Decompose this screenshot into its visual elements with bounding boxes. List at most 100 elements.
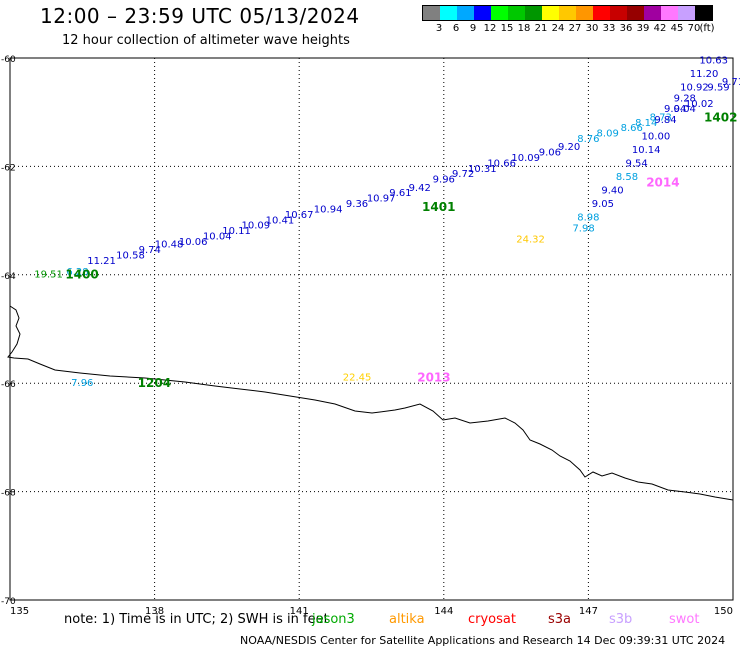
longitude-label: 150 xyxy=(714,606,733,617)
longitude-label: 135 xyxy=(10,606,29,617)
color-scale-swatch xyxy=(423,6,440,20)
satellite-legend-s3a: s3a xyxy=(548,612,572,627)
longitude-label: 147 xyxy=(579,606,598,617)
color-scale-label: 36 xyxy=(619,23,633,34)
wave-height-value: 10.04 xyxy=(203,232,232,243)
wave-height-value: 9.61 xyxy=(389,188,411,199)
wave-height-value: 9.05 xyxy=(592,199,614,210)
satellite-legend-swot: swot xyxy=(669,612,700,627)
wave-height-value: 10.94 xyxy=(314,204,343,215)
wave-height-value: 8.58 xyxy=(616,172,638,183)
pass-label: 1204 xyxy=(138,376,171,390)
color-scale-label: 33 xyxy=(602,23,616,34)
wave-height-value: 10.06 xyxy=(179,237,208,248)
wave-height-value: 10.48 xyxy=(155,240,184,251)
wave-height-value: 8.09 xyxy=(597,129,619,140)
wave-height-value: 10.09 xyxy=(511,153,540,164)
wave-height-value: 8.66 xyxy=(621,123,643,134)
color-scale-swatch xyxy=(474,6,491,20)
color-scale-label: 27 xyxy=(568,23,582,34)
wave-height-value: 8.14 xyxy=(635,118,657,129)
color-scale-label: 6 xyxy=(452,23,460,34)
wave-height-value: 9.96 xyxy=(433,175,455,186)
color-scale-label: 15 xyxy=(500,23,514,34)
wave-height-value: 10.31 xyxy=(468,164,497,175)
wave-height-value: 9.28 xyxy=(674,93,696,104)
satellite-legend-altika: altika xyxy=(389,612,425,627)
wave-height-value: 10.11 xyxy=(222,226,251,237)
satellite-legend-jason3: jason3 xyxy=(312,612,355,627)
wave-height-value: 8.73 xyxy=(650,112,672,123)
color-scale-label: 18 xyxy=(517,23,531,34)
latitude-label: -60 xyxy=(1,55,16,65)
latitude-label: -62 xyxy=(1,163,16,173)
wave-height-value: 24.32 xyxy=(516,234,545,245)
latitude-label: -70 xyxy=(1,597,16,607)
color-scale-label: 21 xyxy=(534,23,548,34)
color-scale-label: 45 xyxy=(670,23,684,34)
color-scale-swatch xyxy=(457,6,474,20)
coastline xyxy=(7,305,734,501)
color-scale-swatch xyxy=(491,6,508,20)
wave-height-value: 10.63 xyxy=(699,55,728,66)
wave-height-value: 9.20 xyxy=(558,142,580,153)
wave-height-value: 10.41 xyxy=(266,215,295,226)
longitude-label: 141 xyxy=(290,606,309,617)
wave-height-color-scale: 3 6 9 12 15 18 21 24 27 30 33 36 39 42 45 70 (ft) xyxy=(422,5,715,35)
wave-height-value: 6.28 xyxy=(66,267,88,278)
color-scale-label: 9 xyxy=(469,23,477,34)
color-scale-label: 42 xyxy=(653,23,667,34)
color-scale-swatch xyxy=(661,6,678,20)
wave-height-value: 8.98 xyxy=(577,213,599,224)
color-scale-label: 39 xyxy=(636,23,650,34)
color-scale-label: 3 xyxy=(435,23,443,34)
wave-height-value: 9.42 xyxy=(409,183,431,194)
wave-height-value: 10.02 xyxy=(685,99,714,110)
color-scale-swatch xyxy=(508,6,525,20)
latitude-label: -68 xyxy=(1,489,16,499)
color-scale-swatch xyxy=(542,6,559,20)
wave-height-value: 22.45 xyxy=(343,372,372,383)
wave-height-value: 10.14 xyxy=(632,145,661,156)
wave-height-value: 9.84 xyxy=(654,115,676,126)
pass-label: 2013 xyxy=(417,370,450,384)
wave-height-value: 10.66 xyxy=(487,158,516,169)
color-scale-swatch xyxy=(593,6,610,20)
footer-credit: NOAA/NESDIS Center for Satellite Applica… xyxy=(240,634,726,647)
map-frame xyxy=(9,57,734,601)
wave-height-value: 10.00 xyxy=(642,131,671,142)
satellite-legend-s3b: s3b xyxy=(609,612,633,627)
wave-height-value: 8.76 xyxy=(577,134,599,145)
wave-height-value: 11.21 xyxy=(87,256,116,267)
wave-height-value: 9.72 xyxy=(452,169,474,180)
color-scale-label: 12 xyxy=(483,23,497,34)
latitude-label: -64 xyxy=(1,272,16,282)
wave-height-value: 19.51 xyxy=(34,270,63,281)
wave-height-value: 9.54 xyxy=(625,158,647,169)
color-scale-swatch xyxy=(440,6,457,20)
wave-height-value: 9.36 xyxy=(346,199,368,210)
wave-height-value: 9.71 xyxy=(722,77,740,88)
footer-note: note: 1) Time is in UTC; 2) SWH is in fe… xyxy=(64,612,329,627)
color-scale-labels: 3 6 9 12 15 18 21 24 27 30 33 36 39 42 45 70 (ft) xyxy=(422,21,715,35)
color-scale-swatch xyxy=(610,6,627,20)
wave-height-value: 7.96 xyxy=(71,378,93,389)
wave-height-value: 9.59 xyxy=(707,83,729,94)
wave-height-value: 9.04 xyxy=(664,104,686,115)
color-scale-unit: (ft) xyxy=(699,23,715,34)
color-scale-swatch xyxy=(644,6,661,20)
satellite-legend-cryosat: cryosat xyxy=(468,612,516,627)
color-scale-label: 70 xyxy=(687,23,701,34)
wave-height-value: 10.09 xyxy=(241,221,270,232)
wave-height-value: 10.58 xyxy=(116,251,145,262)
pass-label: 1400 xyxy=(65,268,98,282)
pass-label: 2014 xyxy=(646,175,679,189)
color-scale-swatch xyxy=(525,6,542,20)
wave-height-value: 11.20 xyxy=(690,69,719,80)
wave-height-value: 10.67 xyxy=(285,210,314,221)
wave-height-value: 9.74 xyxy=(139,245,161,256)
longitude-label: 138 xyxy=(145,606,164,617)
pass-label: 1401 xyxy=(422,200,455,214)
color-scale-swatch xyxy=(576,6,593,20)
